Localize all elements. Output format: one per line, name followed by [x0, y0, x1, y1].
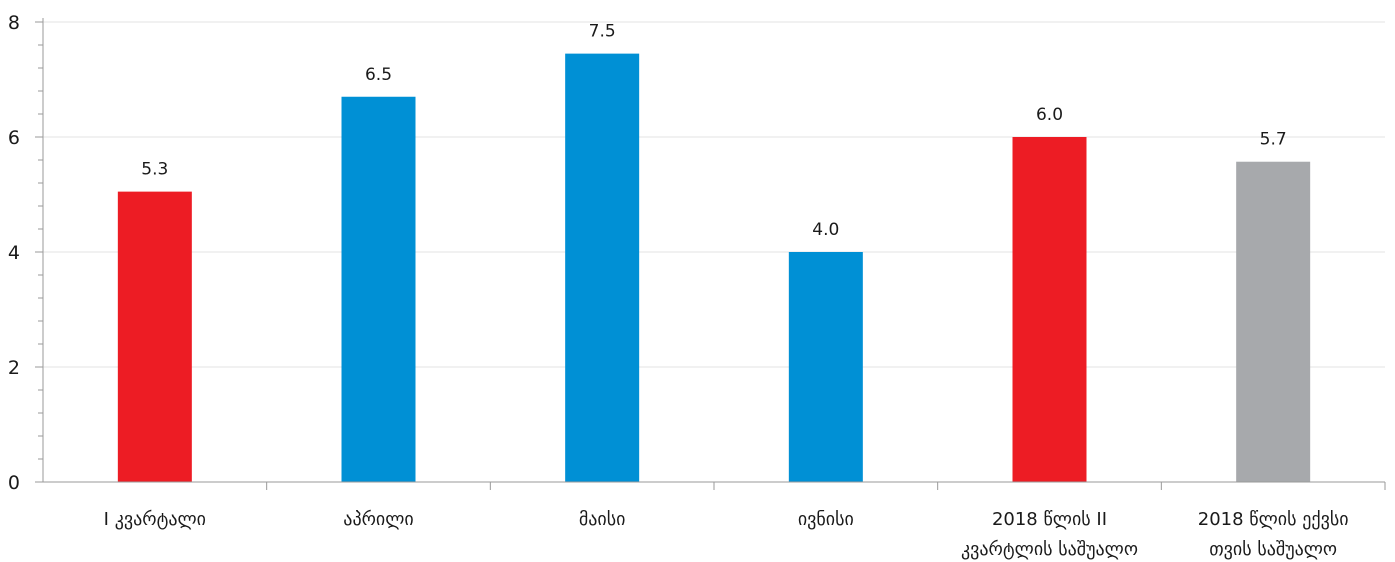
bar — [341, 96, 416, 482]
bars — [117, 53, 1311, 482]
gridlines — [43, 21, 1385, 368]
data-labels: 5.3 6.5 7.5 4.0 6.0 5.7 — [141, 22, 1286, 240]
bar — [565, 53, 640, 482]
data-label: 7.5 — [589, 22, 616, 42]
category-labels: I კვარტალი აპრილი მაისი ივნისი 2018 წლის II კ… — [104, 509, 1349, 560]
data-label: 4.0 — [812, 220, 839, 240]
category-label: ივნისი — [798, 509, 854, 530]
axes — [42, 18, 1386, 490]
category-label: მაისი — [579, 509, 626, 530]
bar — [117, 191, 192, 482]
category-label: 2018 წლის ექვსი თვის საშუალო — [1198, 509, 1349, 560]
data-label: 6.5 — [365, 65, 392, 85]
data-label: 5.7 — [1260, 130, 1287, 150]
y-tick-label: 6 — [8, 127, 20, 149]
category-label: I კვარტალი — [104, 509, 206, 530]
y-tick-label: 0 — [8, 472, 20, 494]
y-axis-ticks: 0 2 4 6 8 — [8, 12, 43, 494]
category-label: აპრილი — [343, 509, 413, 530]
bar — [1236, 161, 1311, 482]
y-tick-label: 2 — [8, 357, 20, 379]
y-tick-label: 8 — [8, 12, 20, 34]
data-label: 6.0 — [1036, 105, 1063, 125]
bar — [788, 252, 863, 482]
bar — [1012, 137, 1087, 482]
y-tick-label: 4 — [8, 242, 20, 264]
data-label: 5.3 — [141, 160, 168, 180]
category-label: 2018 წლის II კვარტლის საშუალო — [961, 509, 1138, 560]
